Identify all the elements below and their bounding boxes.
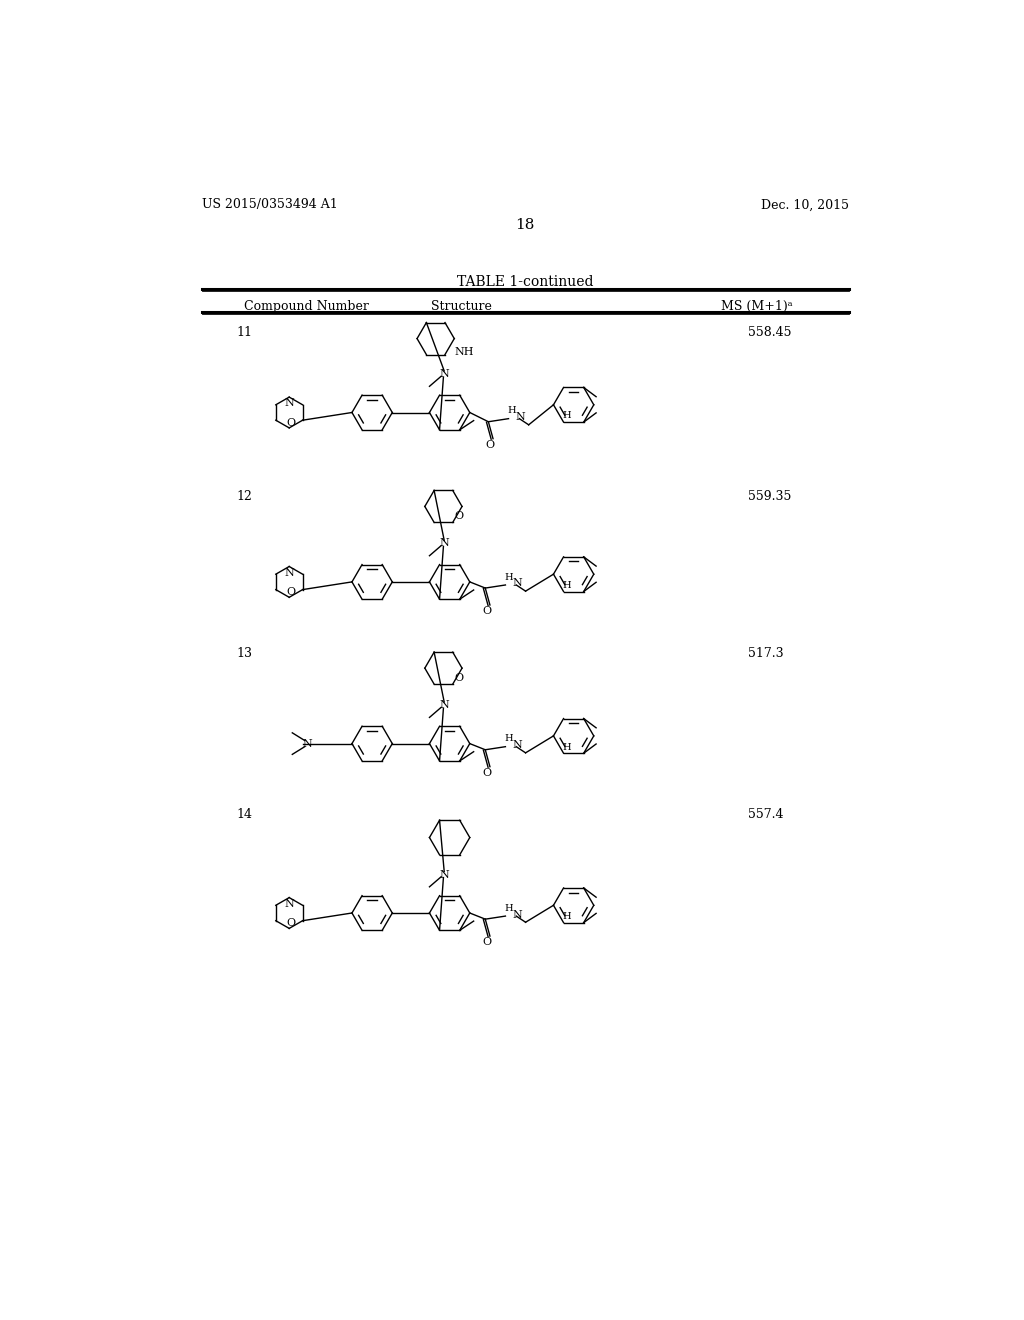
Text: Compound Number: Compound Number xyxy=(245,300,369,313)
Text: O: O xyxy=(455,673,464,682)
Text: Structure: Structure xyxy=(431,300,492,313)
Text: N: N xyxy=(512,741,522,750)
Text: N: N xyxy=(439,870,450,879)
Text: O: O xyxy=(485,440,495,450)
Text: N: N xyxy=(439,539,450,548)
Text: N: N xyxy=(512,909,522,920)
Text: H: H xyxy=(507,407,516,416)
Text: 14: 14 xyxy=(237,808,253,821)
Text: 13: 13 xyxy=(237,647,253,660)
Text: 18: 18 xyxy=(515,218,535,232)
Text: H: H xyxy=(504,904,513,913)
Text: N: N xyxy=(303,739,312,748)
Text: N: N xyxy=(512,578,522,589)
Text: 517.3: 517.3 xyxy=(748,647,783,660)
Text: NH: NH xyxy=(455,347,474,356)
Text: H: H xyxy=(562,743,571,751)
Text: O: O xyxy=(482,606,492,616)
Text: Dec. 10, 2015: Dec. 10, 2015 xyxy=(761,198,849,211)
Text: H: H xyxy=(562,412,571,421)
Text: US 2015/0353494 A1: US 2015/0353494 A1 xyxy=(202,198,337,211)
Text: O: O xyxy=(286,417,295,428)
Text: N: N xyxy=(439,370,450,379)
Text: N: N xyxy=(515,412,525,422)
Text: 559.35: 559.35 xyxy=(748,490,792,503)
Text: N: N xyxy=(285,899,294,908)
Text: N: N xyxy=(285,399,294,408)
Text: 11: 11 xyxy=(237,326,253,339)
Text: 12: 12 xyxy=(237,490,252,503)
Text: N: N xyxy=(439,700,450,710)
Text: 558.45: 558.45 xyxy=(748,326,792,339)
Text: N: N xyxy=(285,568,294,578)
Text: H: H xyxy=(504,573,513,582)
Text: TABLE 1-continued: TABLE 1-continued xyxy=(457,276,593,289)
Text: O: O xyxy=(482,768,492,777)
Text: H: H xyxy=(562,912,571,921)
Text: 557.4: 557.4 xyxy=(748,808,783,821)
Text: MS (M+1)ᵃ: MS (M+1)ᵃ xyxy=(721,300,793,313)
Text: O: O xyxy=(286,917,295,928)
Text: H: H xyxy=(562,581,571,590)
Text: O: O xyxy=(482,937,492,948)
Text: H: H xyxy=(504,734,513,743)
Text: O: O xyxy=(286,587,295,597)
Text: O: O xyxy=(455,511,464,521)
